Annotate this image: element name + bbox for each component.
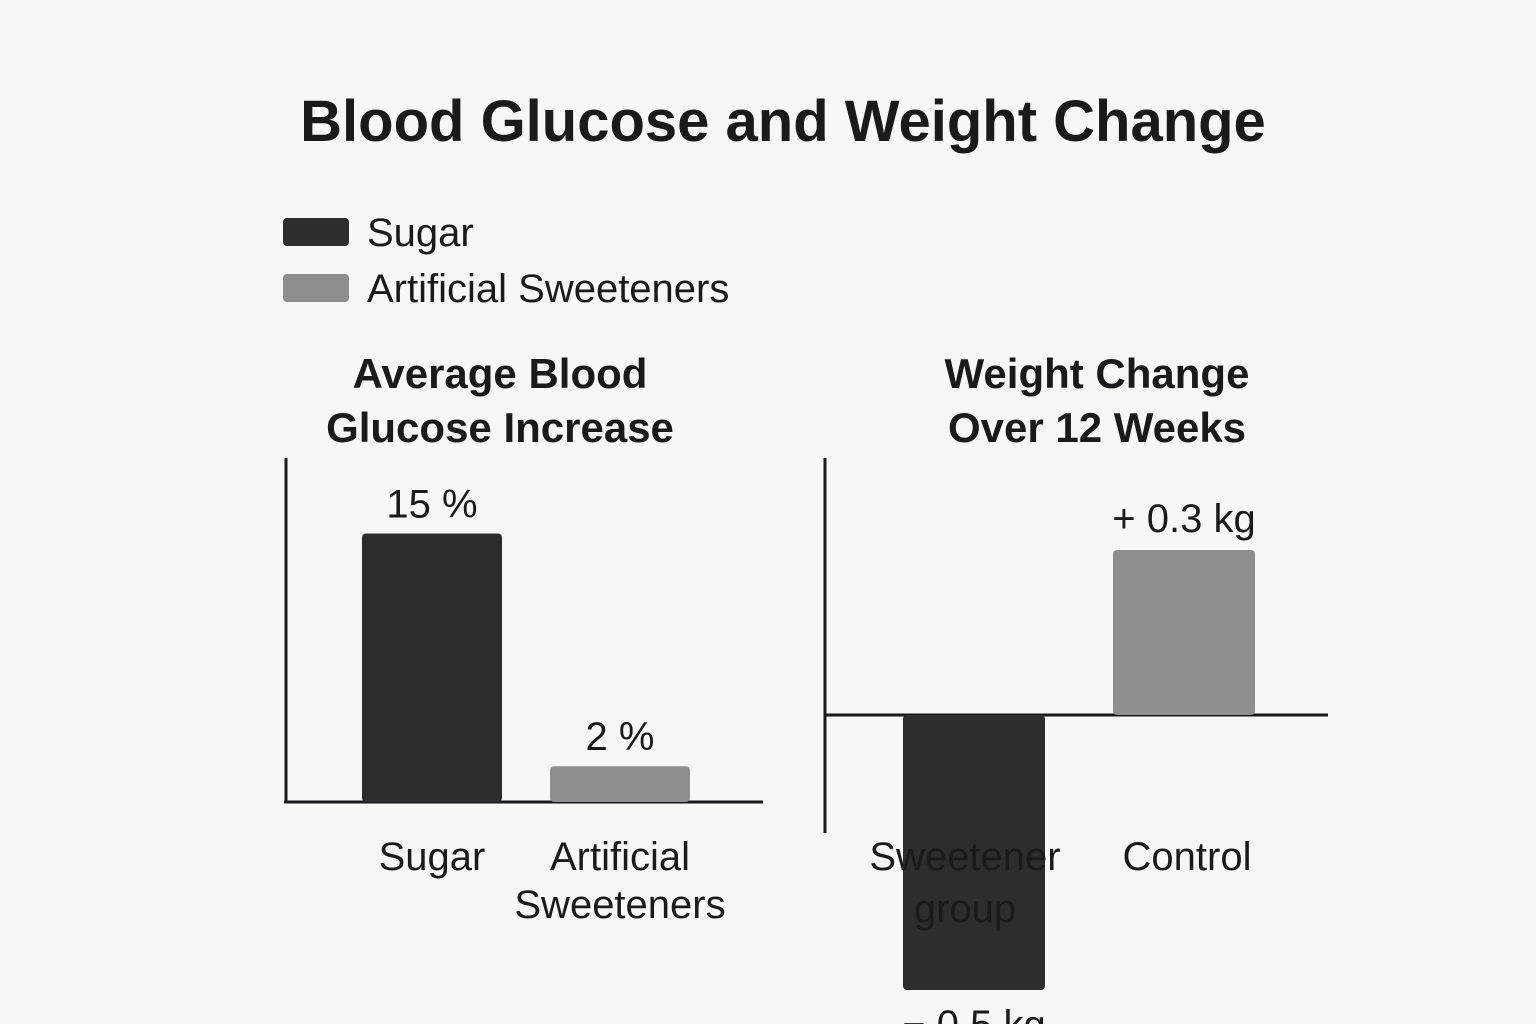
chart-title-line: Over 12 Weeks bbox=[948, 404, 1246, 451]
category-label-line: Artificial bbox=[550, 835, 690, 879]
category-label: Artificial Sweeteners bbox=[514, 835, 725, 927]
data-label: + 0.3 kg bbox=[1112, 497, 1255, 541]
data-label: 2 % bbox=[586, 715, 655, 759]
glucose-chart: Average Blood Glucose Increase 15 % Sugar 2 … bbox=[284, 350, 763, 927]
bar bbox=[1113, 550, 1255, 715]
chart-title-line: Glucose Increase bbox=[326, 404, 674, 451]
legend-swatch bbox=[283, 218, 349, 246]
chart-title-line: Average Blood bbox=[353, 350, 648, 397]
category-label: Sugar bbox=[379, 835, 486, 879]
legend-label: Artificial Sweeteners bbox=[367, 267, 729, 311]
data-label: 15 % bbox=[386, 483, 477, 527]
chart-title-line: Weight Change bbox=[945, 350, 1250, 397]
bar bbox=[550, 766, 690, 802]
category-label: Sweetener group bbox=[869, 835, 1060, 931]
category-label-line: group bbox=[914, 887, 1016, 931]
legend-swatch bbox=[283, 274, 349, 302]
legend: Sugar Artificial Sweeteners bbox=[283, 211, 729, 311]
category-label-line: Sweeteners bbox=[514, 883, 725, 927]
legend-label: Sugar bbox=[367, 211, 474, 255]
category-label-line: Control bbox=[1123, 835, 1252, 879]
data-label: − 0.5 kg bbox=[902, 1003, 1045, 1024]
bar bbox=[362, 533, 502, 802]
category-label-line: Sugar bbox=[379, 835, 486, 879]
bar bbox=[903, 715, 1045, 990]
chart-title: Average Blood Glucose Increase bbox=[326, 350, 674, 451]
chart-title: Weight Change Over 12 Weeks bbox=[945, 350, 1250, 451]
weight-chart: Weight Change Over 12 Weeks − 0.5 kg Sweete… bbox=[823, 350, 1328, 1024]
category-label-line: Sweetener bbox=[869, 835, 1060, 879]
category-label: Control bbox=[1123, 835, 1252, 879]
figure-title: Blood Glucose and Weight Change bbox=[300, 89, 1266, 154]
